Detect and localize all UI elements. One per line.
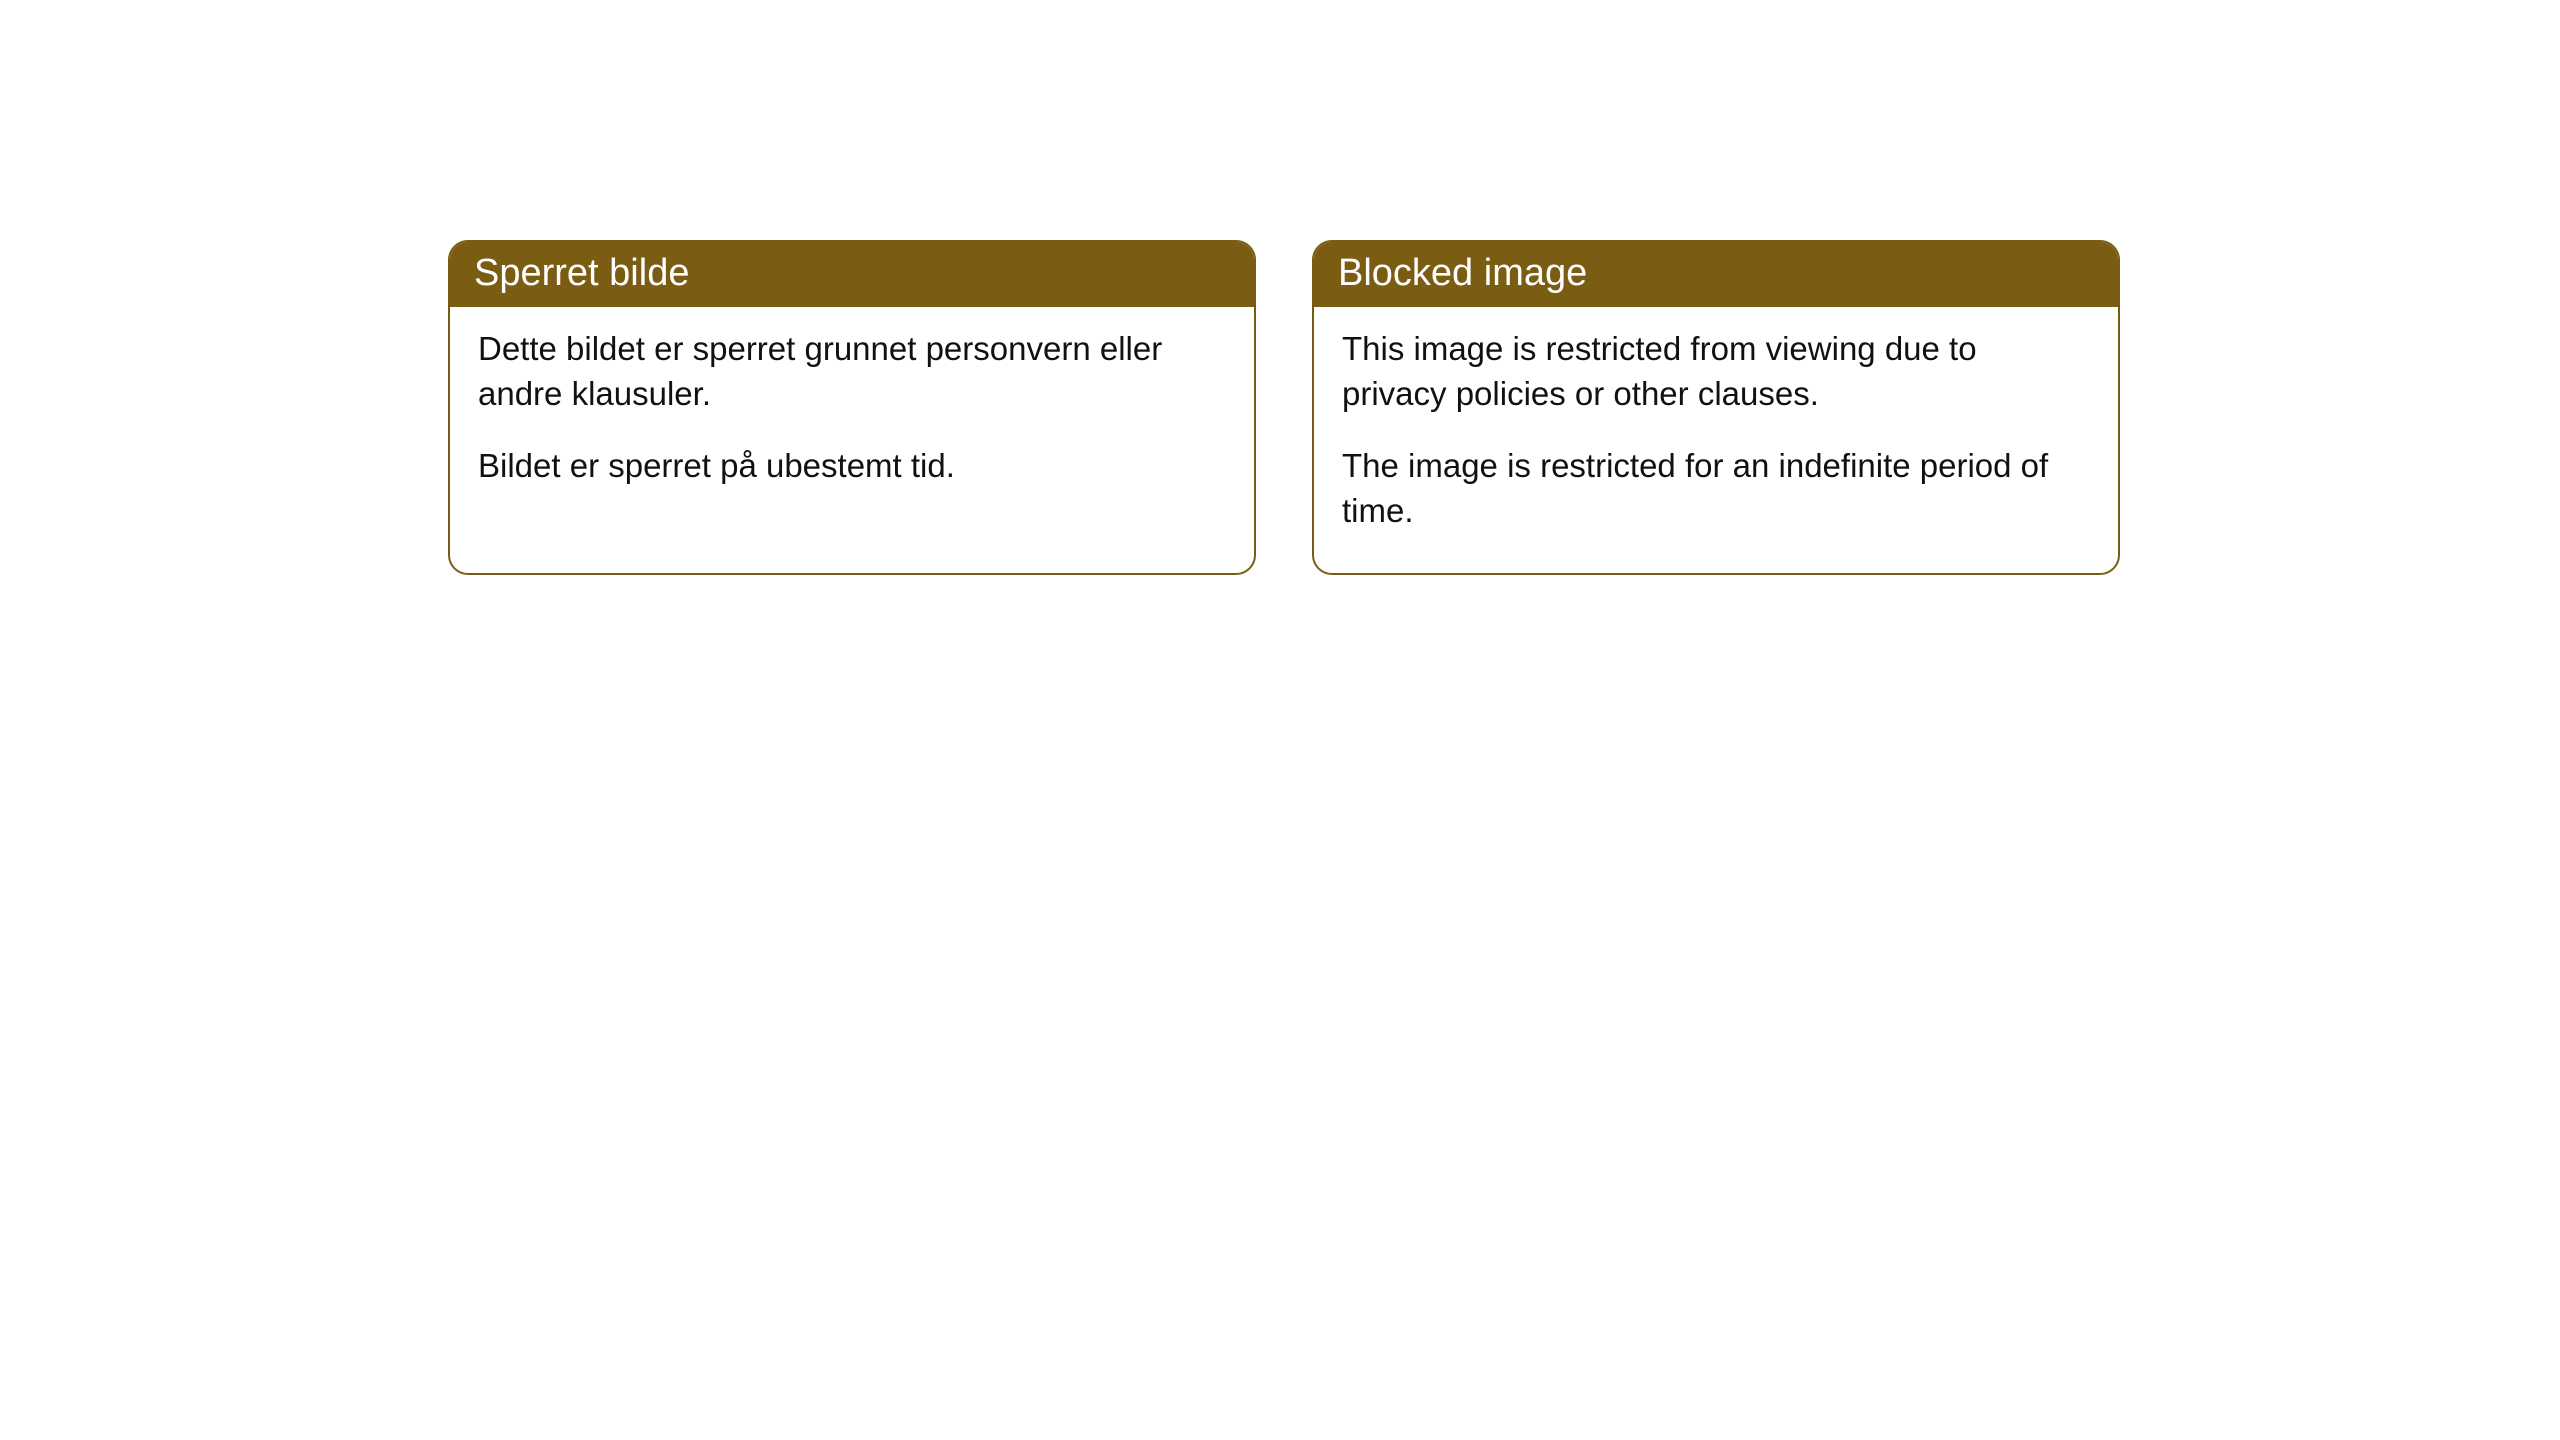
card-body-norwegian: Dette bildet er sperret grunnet personve… (450, 307, 1254, 529)
notice-cards-container: Sperret bilde Dette bildet er sperret gr… (448, 240, 2560, 575)
card-paragraph-1-english: This image is restricted from viewing du… (1342, 327, 2090, 416)
card-paragraph-2-norwegian: Bildet er sperret på ubestemt tid. (478, 444, 1226, 489)
card-paragraph-2-english: The image is restricted for an indefinit… (1342, 444, 2090, 533)
card-title-english: Blocked image (1314, 242, 2118, 307)
card-paragraph-1-norwegian: Dette bildet er sperret grunnet personve… (478, 327, 1226, 416)
blocked-image-card-norwegian: Sperret bilde Dette bildet er sperret gr… (448, 240, 1256, 575)
card-title-norwegian: Sperret bilde (450, 242, 1254, 307)
card-body-english: This image is restricted from viewing du… (1314, 307, 2118, 573)
blocked-image-card-english: Blocked image This image is restricted f… (1312, 240, 2120, 575)
